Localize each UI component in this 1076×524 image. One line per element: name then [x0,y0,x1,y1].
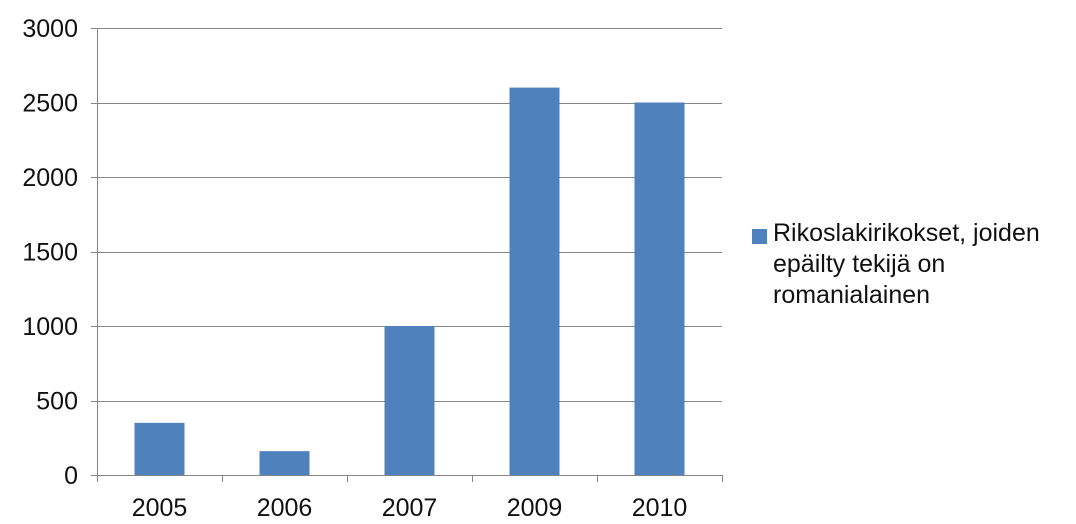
bar [134,422,185,475]
gridlines [97,28,722,402]
y-tick-label: 3000 [22,15,78,43]
y-tick-label: 1500 [22,239,78,267]
tick-labels: 0 500 1000 1500 2000 2500 3000 2005 2006 2007 2009… [22,15,687,522]
legend: Rikoslakirikokset, joiden epäilty tekijä… [752,218,1072,311]
bar [634,102,685,475]
x-tick-label: 2005 [132,494,188,522]
y-tick-label: 500 [36,388,78,416]
legend-swatch [752,229,767,244]
x-tick-label: 2007 [382,494,438,522]
bar [509,87,560,475]
legend-label: Rikoslakirikokset, joiden epäilty tekijä… [773,219,1040,309]
y-tick-label: 1000 [22,313,78,341]
x-tick-label: 2006 [257,494,313,522]
y-tick-label: 2000 [22,164,78,192]
y-tick-label: 2500 [22,90,78,118]
x-tick-label: 2010 [632,494,688,522]
bar [259,451,310,475]
bar [384,326,435,475]
y-tick-label: 0 [64,462,78,490]
bars [134,87,685,475]
x-tick-label: 2009 [507,494,563,522]
axes [91,28,723,482]
